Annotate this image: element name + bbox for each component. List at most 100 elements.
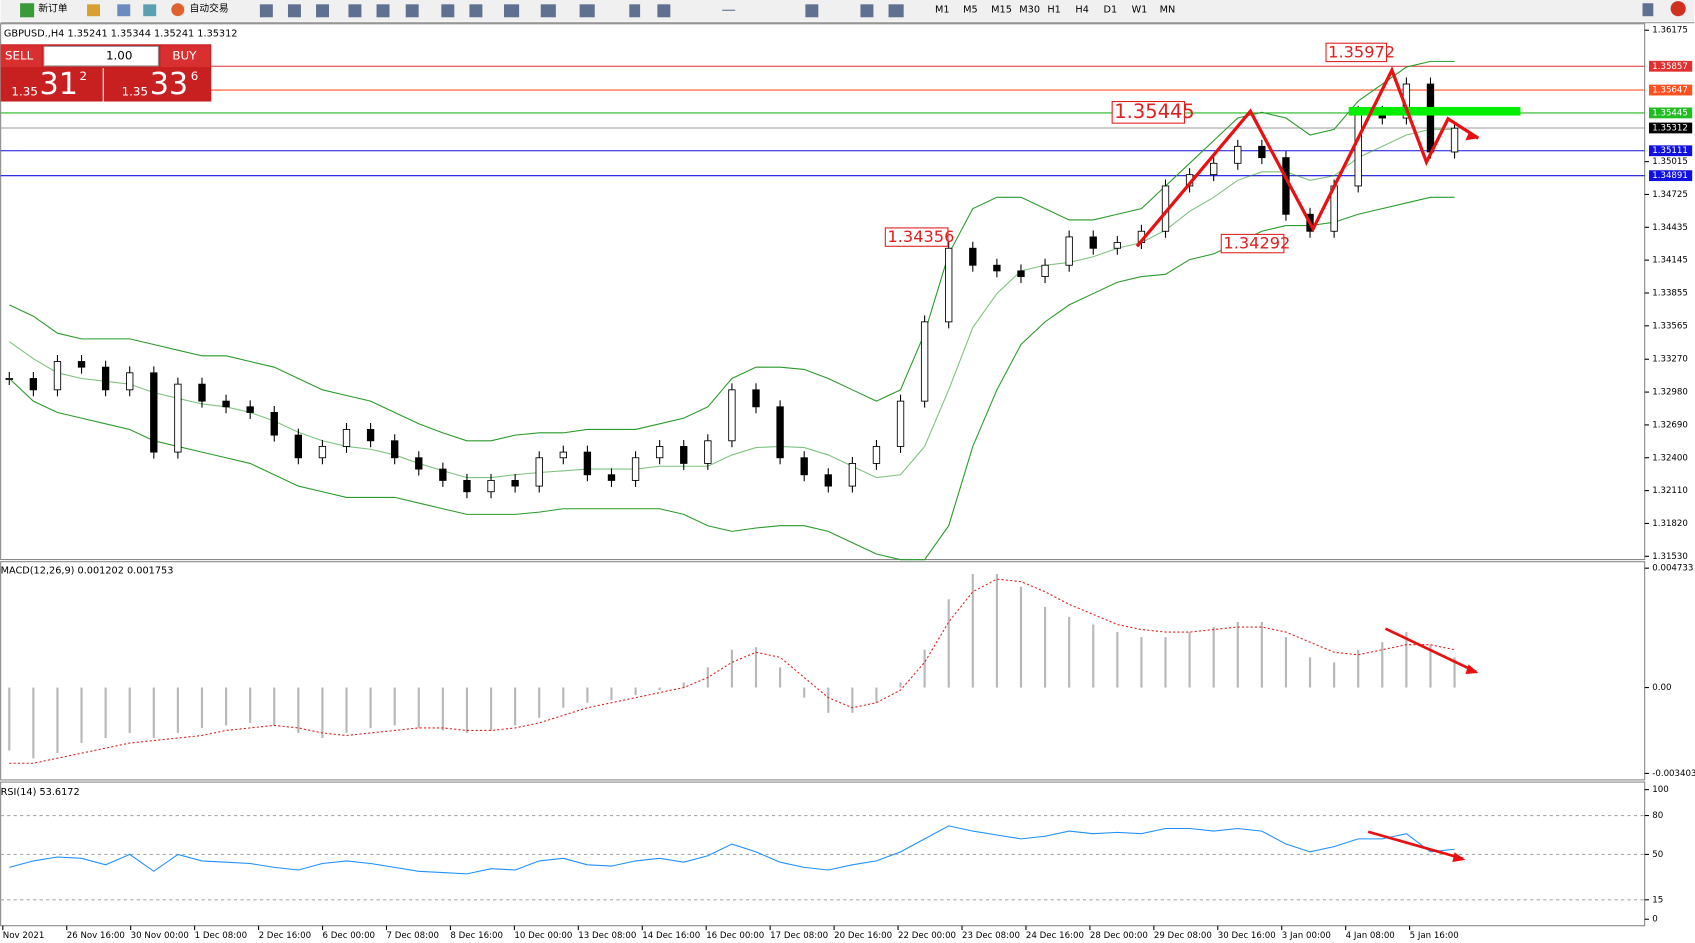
arrow-head	[1465, 664, 1479, 675]
candle	[969, 247, 977, 266]
rsi-arrow	[1367, 830, 1464, 861]
x-tick-label: 14 Dec 16:00	[642, 931, 700, 941]
y-tick-label: 1.32980	[1652, 388, 1688, 398]
candle	[1258, 145, 1266, 159]
level-label: 1.35857	[1652, 62, 1688, 72]
annotation-box	[1325, 42, 1388, 63]
annotation: 1.34292	[1223, 234, 1290, 253]
y-tick-label: 1.34435	[1652, 223, 1688, 233]
candle	[294, 434, 303, 459]
timeframe[interactable]: M1	[935, 5, 950, 16]
candle	[270, 412, 278, 436]
lot[interactable]: 1.00	[106, 49, 132, 63]
auto-trading[interactable]: 自动交易	[190, 2, 229, 15]
candle	[198, 383, 206, 402]
candle	[535, 457, 543, 487]
candle	[1354, 111, 1362, 187]
tool-icon[interactable]	[117, 4, 131, 17]
candle	[631, 457, 640, 481]
candle	[1065, 236, 1073, 266]
buy-big: 1.35	[122, 84, 148, 98]
candle	[1041, 264, 1049, 277]
timeframe[interactable]: M5	[963, 5, 978, 16]
candle	[680, 446, 688, 464]
candle	[1210, 162, 1218, 176]
bollinger-upper	[9, 60, 1455, 442]
timeframe[interactable]: MN	[1160, 5, 1176, 16]
level-tag	[1648, 84, 1693, 96]
new-order-icon[interactable]	[20, 3, 35, 18]
toolbar	[0, 0, 1695, 22]
timeframe[interactable]: D1	[1104, 5, 1118, 16]
buy[interactable]: BUY	[172, 49, 197, 63]
x-tick-label: Nov 2021	[3, 931, 45, 941]
x-tick-label: 1 Dec 08:00	[195, 931, 248, 941]
x-tick-label: 2 Dec 16:00	[259, 931, 312, 941]
candle	[559, 451, 567, 459]
x-tick-label: 30 Nov 00:00	[131, 931, 189, 941]
sell-button[interactable]	[0, 45, 42, 67]
lot-input[interactable]	[43, 45, 159, 67]
y-tick-label: 0.00	[1652, 683, 1671, 693]
tool-icon[interactable]	[143, 4, 157, 17]
sell-frac: 2	[79, 69, 87, 83]
timeframe[interactable]: M15	[991, 5, 1012, 16]
macd-arrow	[1384, 627, 1477, 674]
candle	[439, 468, 447, 481]
buy-button[interactable]	[160, 45, 211, 67]
buy-pips: 33	[150, 67, 188, 102]
y-tick-label: 1.35015	[1652, 157, 1688, 167]
candle	[415, 457, 423, 470]
candle	[391, 440, 399, 459]
candle	[174, 383, 182, 453]
annotation-box	[1220, 233, 1285, 254]
level-label: 1.35445	[1652, 108, 1688, 118]
y-tick-label: 0	[1652, 915, 1657, 925]
y-tick-label: 1.33270	[1652, 355, 1688, 365]
candle	[77, 361, 86, 368]
macd-pane	[0, 561, 1646, 781]
x-tick-label: 24 Dec 16:00	[1026, 931, 1084, 941]
macd-signal	[9, 578, 1455, 764]
timeframe[interactable]: W1	[1132, 5, 1148, 16]
alert-icon[interactable]	[1670, 1, 1686, 17]
y-tick-label: 1.34725	[1652, 190, 1688, 200]
x-tick-label: 30 Dec 16:00	[1218, 931, 1276, 941]
tool-icon[interactable]	[87, 4, 101, 17]
symbol-info: GBPUSD.,H4 1.35241 1.35344 1.35241 1.353…	[4, 28, 238, 39]
y-tick-label: 15	[1652, 895, 1663, 905]
x-tick-label: 3 Jan 00:00	[1282, 931, 1331, 941]
sell[interactable]: SELL	[5, 49, 34, 63]
candle	[824, 474, 832, 487]
trade-panel: SELL 1.00 BUY 1.35 31 2 1.35 33 6	[0, 44, 212, 102]
annotation-box	[1111, 100, 1186, 124]
y-tick-label: 1.31530	[1652, 552, 1688, 562]
y-tick-label: 1.36175	[1652, 26, 1688, 36]
candle	[776, 406, 784, 459]
timeframe[interactable]: M30	[1019, 5, 1040, 16]
x-tick-label: 22 Dec 00:00	[898, 931, 956, 941]
timeframe[interactable]: H1	[1047, 5, 1061, 16]
x-tick-label: 8 Dec 16:00	[450, 931, 503, 941]
candle	[1234, 145, 1242, 164]
annotation: 1.34356	[887, 227, 954, 246]
x-tick-label: 26 Nov 16:00	[67, 931, 125, 941]
macd-label: MACD(12,26,9) 0.001202 0.001753	[1, 565, 174, 576]
candle	[318, 446, 327, 459]
candle	[583, 451, 592, 476]
new-order[interactable]: 新订单	[38, 2, 67, 15]
candle	[1450, 127, 1459, 153]
rsi-label: RSI(14) 53.6172	[1, 787, 80, 798]
timeframe[interactable]: H4	[1075, 5, 1089, 16]
sell-pips: 31	[40, 67, 78, 102]
candle	[487, 479, 495, 493]
level-tag	[1648, 170, 1693, 182]
auto-trading-icon[interactable]	[171, 3, 185, 17]
candle	[1017, 270, 1025, 277]
y-tick-label: 100	[1652, 785, 1668, 795]
candle	[607, 474, 616, 481]
y-tick-label: 1.34145	[1652, 256, 1688, 266]
candle	[896, 400, 905, 447]
level-tag	[1648, 122, 1693, 134]
